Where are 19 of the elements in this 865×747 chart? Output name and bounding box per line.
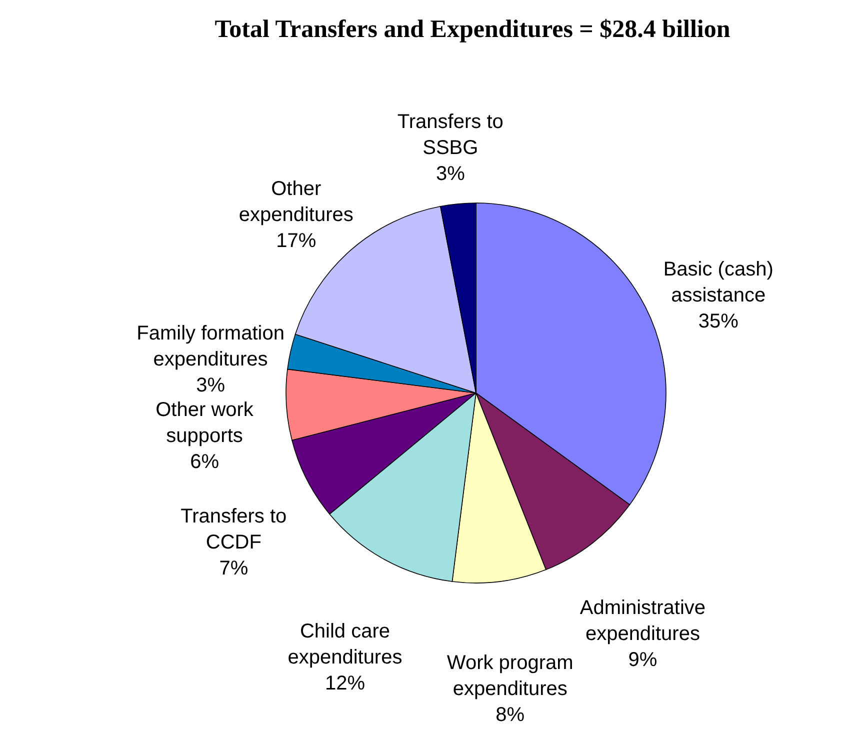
slice-label: Transfers to SSBG: [397, 111, 504, 160]
data-label: 9%: [628, 648, 658, 671]
data-label: 3%: [436, 163, 466, 186]
slice-label: Work program expenditures: [446, 652, 574, 700]
slice-label: Other expenditures: [238, 178, 354, 226]
slice-label: Basic (cash) assistance: [663, 258, 774, 307]
data-label: 7%: [219, 557, 248, 580]
slice-label: Transfers to CCDF: [180, 505, 287, 554]
data-label: 12%: [324, 672, 366, 694]
data-label: 8%: [496, 704, 525, 726]
slice-label: Other work supports: [156, 399, 254, 448]
data-label: 6%: [190, 451, 220, 474]
chart-title: Total Transfers and Expenditures = $28.4 billion: [214, 16, 730, 43]
slice-label: Administrative expenditures: [580, 596, 706, 645]
data-label: 35%: [698, 310, 739, 333]
slice-label: Family formation expenditures: [136, 322, 284, 371]
data-label: 3%: [196, 374, 226, 397]
data-label: 17%: [276, 230, 316, 252]
slice-label: Child care expenditures: [288, 620, 402, 668]
